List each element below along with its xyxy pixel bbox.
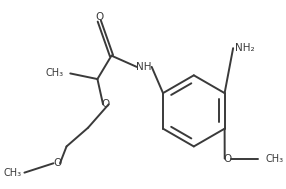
Text: O: O: [223, 154, 232, 164]
Text: NH: NH: [136, 62, 152, 72]
Text: O: O: [53, 158, 61, 168]
Text: CH₃: CH₃: [3, 168, 22, 178]
Text: CH₃: CH₃: [45, 68, 64, 78]
Text: O: O: [102, 99, 110, 109]
Text: O: O: [95, 12, 104, 22]
Text: NH₂: NH₂: [235, 43, 255, 53]
Text: CH₃: CH₃: [266, 154, 284, 164]
